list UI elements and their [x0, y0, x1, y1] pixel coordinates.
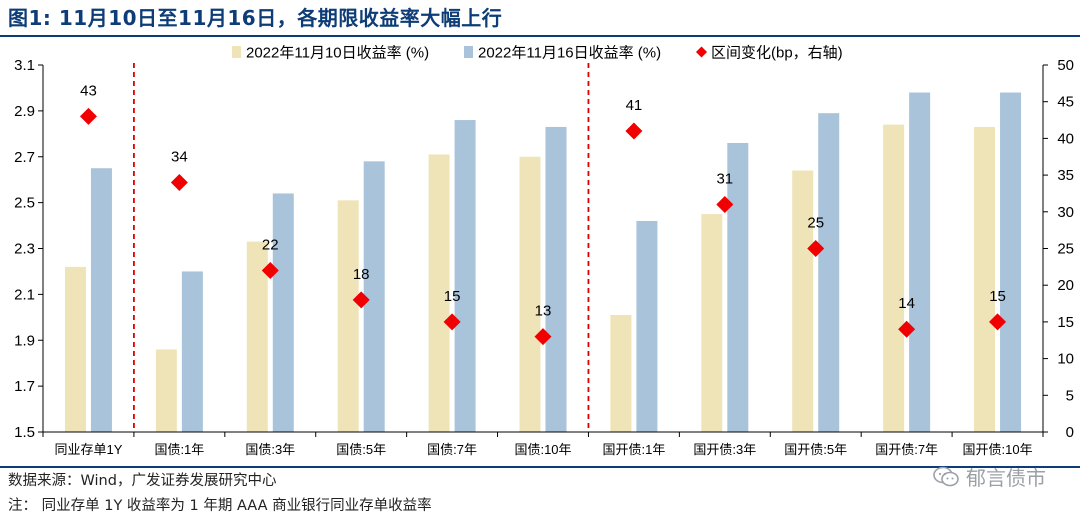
x-tick-label: 国开债:10年 [963, 442, 1033, 457]
change-data-label: 15 [989, 288, 1006, 305]
bar-nov16-6 [636, 220, 658, 432]
change-marker-6 [625, 122, 643, 140]
chart-title: 图1: 11月10日至11月16日，各期限收益率大幅上行 [8, 6, 503, 30]
change-data-label: 15 [444, 288, 461, 305]
change-marker-9 [898, 320, 916, 338]
bar-nov16-2 [272, 193, 294, 432]
left-tick-label: 2.5 [14, 195, 35, 212]
bar-nov16-9 [909, 92, 931, 433]
change-marker-10 [989, 313, 1007, 331]
change-data-label: 13 [535, 303, 552, 320]
change-data-label: 43 [80, 82, 97, 99]
x-tick-label: 国开债:7年 [875, 442, 938, 457]
yield-chart: 2022年11月10日收益率 (%) 2022年11月16日收益率 (%) 区间变化… [14, 45, 1074, 458]
bar-nov16-5 [545, 126, 567, 433]
bar-nov10-7 [701, 214, 723, 432]
right-tick-label: 25 [1057, 241, 1074, 258]
x-tick-label: 国开债:1年 [602, 442, 665, 457]
left-tick-label: 2.3 [14, 241, 35, 258]
change-marker-8 [807, 240, 825, 257]
change-marker-2 [261, 262, 279, 280]
left-tick-label: 1.5 [14, 424, 35, 441]
bar-nov16-1 [181, 271, 203, 432]
bar-nov10-10 [974, 126, 996, 433]
x-tick-label: 国债:7年 [427, 442, 477, 457]
change-marker-1 [170, 173, 188, 191]
bar-nov16-4 [454, 120, 476, 433]
right-tick-label: 15 [1057, 314, 1074, 331]
x-tick-label: 国开债:5年 [784, 442, 847, 457]
wechat-icon [933, 466, 959, 486]
bar-nov10-5 [519, 156, 541, 432]
right-tick-label: 40 [1057, 130, 1074, 147]
footer-rule [0, 466, 1080, 468]
bar-nov10-9 [883, 124, 905, 432]
legend-swatch-1 [464, 46, 473, 58]
bar-nov10-6 [610, 315, 632, 432]
bar-nov10-0 [64, 266, 86, 432]
bar-nov16-0 [90, 168, 112, 432]
x-tick-label: 国债:10年 [514, 442, 571, 457]
legend-swatch-2 [696, 46, 707, 58]
legend-label-1: 2022年11月16日收益率 (%) [478, 45, 661, 62]
bar-nov16-8 [818, 113, 840, 432]
change-marker-4 [443, 313, 461, 331]
change-marker-3 [352, 291, 370, 309]
axes: 1.5 1.7 1.9 2.1 2.3 2.5 2.7 2.9 3.1 0 5 10 15 20 25 30 3… [14, 57, 1074, 457]
watermark: 郁言债市 [932, 462, 1046, 491]
right-tick-label: 0 [1066, 424, 1074, 441]
bar-nov16-10 [1000, 92, 1022, 433]
bar-nov16-3 [363, 161, 385, 432]
marker-series: 43 34 22 18 15 13 41 31 25 14 15 [79, 82, 1007, 346]
left-tick-label: 3.1 [14, 57, 35, 74]
right-tick-label: 5 [1066, 387, 1074, 404]
watermark-text: 郁言债市 [966, 466, 1046, 490]
change-data-label: 25 [807, 215, 824, 232]
change-marker-5 [534, 328, 552, 346]
legend-label-0: 2022年11月10日收益率 (%) [246, 45, 429, 62]
right-tick-label: 35 [1057, 167, 1074, 184]
change-data-label: 22 [262, 237, 279, 254]
change-marker-0 [79, 107, 97, 125]
footnote: 注： 同业存单 1Y 收益率为 1 年期 AAA 商业银行同业存单收益率 [8, 498, 432, 514]
legend-label-2: 区间变化(bp，右轴) [711, 45, 843, 62]
bar-nov10-4 [428, 154, 450, 433]
x-tick-label: 国开债:3年 [693, 442, 756, 457]
x-tick-label: 同业存单1Y [55, 442, 123, 457]
bar-nov16-7 [727, 142, 749, 433]
title-rule [0, 35, 1080, 37]
left-tick-label: 2.1 [14, 286, 35, 303]
source-note: 数据来源：Wind，广发证券发展研究中心 [8, 473, 277, 489]
left-tick-label: 2.7 [14, 149, 35, 166]
change-data-label: 34 [171, 148, 188, 165]
change-data-label: 18 [353, 266, 370, 283]
change-marker-7 [716, 195, 734, 213]
bar-series [64, 92, 1022, 433]
left-tick-label: 1.9 [14, 332, 35, 349]
x-tick-label: 国债:3年 [245, 442, 295, 457]
x-tick-label: 国债:5年 [336, 442, 386, 457]
right-tick-label: 45 [1057, 94, 1074, 111]
legend-swatch-0 [232, 46, 241, 58]
change-data-label: 41 [626, 97, 643, 114]
x-tick-label: 国债:1年 [154, 442, 204, 457]
change-data-label: 14 [898, 295, 915, 312]
right-tick-label: 20 [1057, 277, 1074, 294]
bar-nov10-3 [337, 200, 359, 432]
bar-nov10-1 [155, 349, 177, 432]
right-tick-label: 50 [1057, 57, 1074, 74]
change-data-label: 31 [716, 170, 733, 187]
right-tick-label: 30 [1057, 204, 1074, 221]
right-tick-label: 10 [1057, 351, 1074, 368]
legend: 2022年11月10日收益率 (%) 2022年11月16日收益率 (%) 区间变化… [232, 45, 843, 62]
left-tick-label: 1.7 [14, 378, 35, 395]
bar-nov10-2 [246, 241, 268, 432]
left-tick-label: 2.9 [14, 103, 35, 120]
bar-nov10-8 [792, 170, 814, 432]
